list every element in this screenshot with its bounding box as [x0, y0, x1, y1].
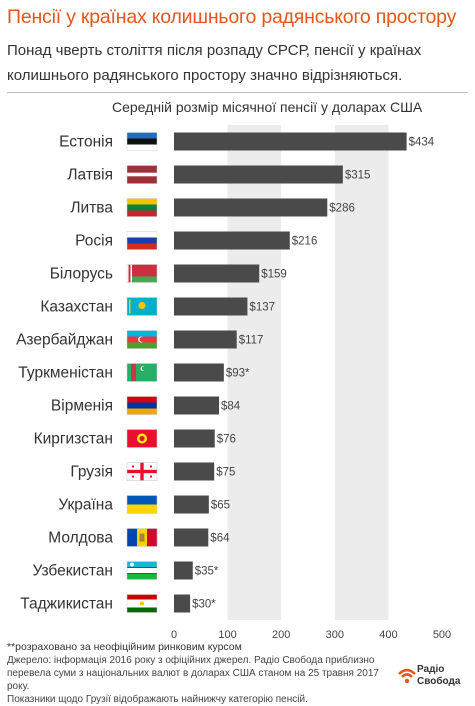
bar-value-label: $216: [292, 236, 318, 248]
logo-icon: [398, 668, 416, 684]
kazakhstan-flag: [126, 297, 158, 316]
page-title: Пенсії у країнах колишнього радянського …: [7, 6, 457, 28]
country-label: Вірменія: [51, 398, 113, 415]
lithuania-flag: [126, 198, 158, 217]
country-label: Азербайджан: [16, 332, 113, 349]
uzbekistan-flag: [126, 561, 158, 580]
russia-flag: [126, 231, 158, 250]
grid-band: [334, 125, 389, 620]
estonia-flag: [126, 132, 158, 151]
bar-value-label: $75: [216, 467, 235, 479]
x-tick-label: 200: [272, 629, 290, 641]
country-label: Естонія: [59, 134, 113, 151]
bar: [174, 231, 290, 250]
country-label: Таджикистан: [20, 596, 113, 613]
source-line-2: перевела суми з національних валют в дол…: [7, 668, 379, 692]
x-tick-label: 500: [433, 629, 451, 641]
georgia-flag: [126, 462, 158, 481]
country-label: Литва: [70, 200, 113, 217]
bar-value-label: $93*: [226, 368, 250, 380]
country-label: Узбекистан: [32, 563, 113, 580]
bar-value-label: $35*: [195, 566, 219, 578]
bar: [174, 363, 224, 382]
x-tick-label: 0: [171, 629, 177, 641]
bar: [174, 462, 215, 481]
radio-svoboda-logo: Радіо Свобода: [397, 662, 472, 694]
bar-value-label: $76: [217, 434, 236, 446]
country-label: Молдова: [48, 530, 113, 547]
bar-value-label: $315: [345, 170, 371, 182]
country-label: Грузія: [70, 464, 113, 481]
bar-value-label: $159: [261, 269, 287, 281]
country-label: Україна: [58, 497, 113, 514]
azerbaijan-flag: [126, 330, 158, 349]
x-tick-label: 400: [379, 629, 397, 641]
bar: [174, 396, 220, 415]
x-tick-label: 100: [218, 629, 236, 641]
bar: [174, 594, 191, 613]
footnote: **розраховано за неофіційним ринковим ку…: [7, 641, 242, 653]
country-label: Киргизстан: [34, 431, 113, 448]
country-label: Латвія: [67, 167, 113, 184]
tajikistan-flag: [126, 594, 158, 613]
bar: [174, 198, 328, 217]
country-label: Туркменістан: [18, 365, 113, 382]
bar: [174, 495, 209, 514]
bar-value-label: $137: [249, 302, 275, 314]
chart-title: Середній розмір місячної пенсії у долара…: [112, 99, 423, 115]
bar-value-label: $30*: [192, 599, 216, 611]
turkmenistan-flag: [126, 363, 158, 382]
country-label: Росія: [75, 233, 113, 250]
x-tick-label: 300: [326, 629, 344, 641]
bar: [174, 132, 407, 151]
country-label: Казахстан: [40, 299, 113, 316]
bar: [174, 330, 237, 349]
moldova-flag: [126, 528, 158, 547]
bar: [174, 561, 193, 580]
logo-text-1: Радіо: [417, 664, 445, 675]
bar-value-label: $117: [239, 335, 264, 347]
bar: [174, 528, 209, 547]
ukraine-flag: [126, 495, 158, 514]
kyrgyzstan-flag: [126, 429, 158, 448]
armenia-flag: [126, 396, 158, 415]
divider: [7, 92, 468, 93]
bar-value-label: $434: [409, 137, 435, 149]
country-label: Білорусь: [50, 266, 113, 283]
bar-value-label: $64: [210, 533, 230, 545]
bar: [174, 165, 343, 184]
footer-notes: **розраховано за неофіційним ринковим ку…: [7, 641, 397, 706]
belarus-flag: [126, 264, 158, 283]
bar: [174, 264, 260, 283]
latvia-flag: [126, 165, 158, 184]
logo-text-2: Свобода: [417, 676, 461, 687]
bar-value-label: $286: [329, 203, 355, 215]
page-subtitle: Понад чверть століття після розпаду СРСР…: [7, 42, 422, 84]
source-line-1: Джерело: інформація 2016 року з офіційни…: [7, 655, 375, 666]
bar-value-label: $65: [211, 500, 230, 512]
bar: [174, 297, 248, 316]
bar-value-label: $84: [221, 401, 241, 413]
bar: [174, 429, 215, 448]
